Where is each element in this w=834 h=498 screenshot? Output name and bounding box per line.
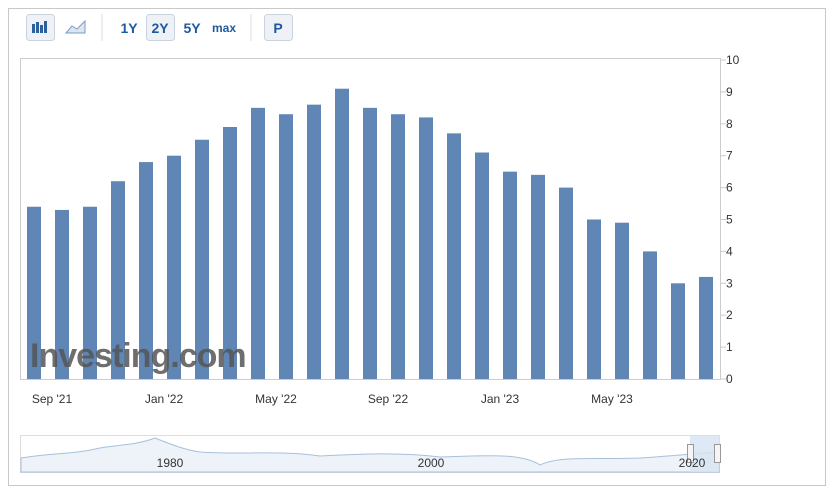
range-button[interactable]: max [212, 21, 236, 35]
range-button[interactable]: 2Y [151, 20, 169, 36]
bar [615, 222, 629, 379]
y-tick-label: 10 [726, 53, 740, 67]
print-button[interactable] [264, 14, 293, 41]
bar [223, 126, 237, 380]
y-tick-label: 7 [726, 149, 733, 163]
bar [419, 117, 433, 380]
navigator-label: 1980 [157, 456, 184, 470]
bar [587, 219, 601, 379]
watermark: Investing.com [30, 337, 246, 375]
bar [83, 206, 97, 379]
bar [195, 139, 209, 379]
bar [559, 187, 573, 379]
y-tick-label: 6 [726, 181, 733, 195]
bar-icon [32, 21, 47, 33]
y-tick-label: 1 [726, 340, 733, 354]
navigator-label: 2020 [679, 456, 706, 470]
print-label: P [273, 20, 282, 36]
bar [503, 171, 517, 379]
y-tick-label: 2 [726, 308, 733, 322]
area-type-button[interactable] [64, 19, 86, 34]
navigator-series [20, 437, 720, 473]
bar [55, 209, 69, 379]
x-tick-label: May '23 [591, 392, 633, 406]
x-tick-label: Sep '22 [368, 392, 409, 406]
plot: 0 1 2 3 4 5 6 7 8 9 10 Sep '21 Jan '22 May '22 Sep '22… [20, 53, 740, 406]
bar [363, 107, 377, 379]
y-tick-label: 8 [726, 117, 733, 131]
bar [307, 104, 321, 379]
bar [335, 88, 349, 380]
bar [111, 181, 125, 379]
range-button[interactable]: 5Y [183, 20, 201, 36]
bar [643, 251, 657, 379]
navigator-handle[interactable] [714, 444, 721, 463]
bar [139, 162, 153, 379]
range-button-active[interactable] [146, 14, 175, 41]
bar [27, 206, 41, 379]
y-tick-label: 4 [726, 244, 733, 258]
y-tick-label: 9 [726, 85, 733, 99]
bar [475, 152, 489, 379]
bar [391, 114, 405, 379]
bar [251, 107, 265, 379]
y-tick-label: 3 [726, 276, 733, 290]
bar [447, 133, 461, 379]
range-button[interactable]: 1Y [120, 20, 138, 36]
bar [671, 283, 685, 379]
bar [279, 114, 293, 379]
bar [531, 174, 545, 379]
x-tick-label: Jan '22 [145, 392, 184, 406]
y-tick-label: 5 [726, 213, 733, 227]
frame [8, 8, 826, 486]
x-tick-label: May '22 [255, 392, 297, 406]
bar [699, 276, 713, 379]
navigator-handle[interactable] [687, 444, 694, 463]
bar [167, 155, 181, 379]
y-tick-label: 0 [726, 372, 733, 386]
navigator-label: 2000 [418, 456, 445, 470]
x-tick-label: Sep '21 [32, 392, 73, 406]
x-tick-label: Jan '23 [481, 392, 520, 406]
